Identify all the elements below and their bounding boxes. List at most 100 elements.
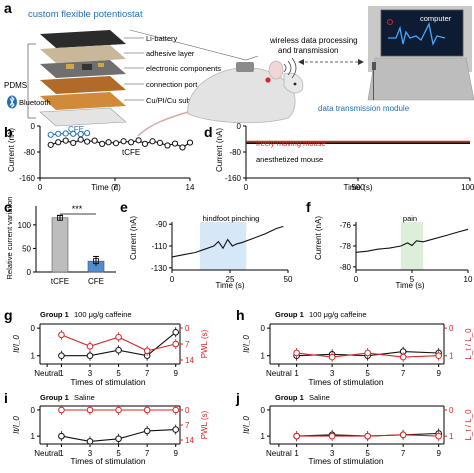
- h-point: [399, 353, 407, 361]
- b-point: [84, 130, 91, 137]
- i-treatment-label: Saline: [74, 393, 95, 402]
- panel-letter-a: a: [4, 0, 12, 16]
- g-x-tick-label: 7: [145, 369, 150, 378]
- b-y-tick-label: -80: [23, 148, 35, 157]
- g-point: [115, 346, 122, 354]
- j-y-tick-label: 0: [449, 406, 454, 415]
- b-point: [149, 138, 156, 145]
- i-point: [143, 427, 151, 435]
- g-y-tick-label: 0: [31, 324, 36, 333]
- g-point: [172, 340, 180, 348]
- b-y-tick-label: -160: [19, 174, 36, 183]
- h-point: [435, 352, 442, 360]
- i-x-tick-label: 5: [116, 449, 121, 458]
- i-point: [115, 435, 122, 443]
- j-y-tick-label: 1: [261, 432, 266, 441]
- panel-letter-b: b: [4, 124, 13, 140]
- d-ylabel: Current (nA): [215, 128, 224, 172]
- b-point: [77, 136, 84, 143]
- g-x-tick-label: 1: [59, 369, 64, 378]
- b-point: [99, 140, 106, 147]
- e-x-tick-label: 0: [170, 275, 175, 284]
- f-plot: -76 -78 -800 5 10: [339, 221, 473, 284]
- i-y-tick-label: 7: [185, 421, 190, 430]
- i-y-tick-label: 1: [31, 432, 36, 441]
- f-series-line: [355, 228, 469, 253]
- g-y-tick-label: 7: [185, 340, 190, 349]
- j-group-label: Group 1: [275, 393, 304, 402]
- g-point: [143, 347, 151, 355]
- j-x-tick-label: 5: [365, 449, 370, 458]
- h-group-label: Group 1: [275, 310, 304, 319]
- b-point: [84, 138, 91, 145]
- i-y-label-right: PWL (s): [200, 410, 209, 439]
- d-y-tick-label: 0: [237, 122, 242, 131]
- g-x-tick-label: 5: [116, 369, 121, 378]
- j-point: [328, 432, 336, 440]
- h-y-tick-label: 1: [449, 352, 454, 361]
- implant-site: [265, 77, 271, 83]
- g-x-tick-label: 3: [88, 369, 93, 378]
- layer-pdms-bottom: [39, 107, 127, 127]
- e-y-tick-label: -90: [155, 220, 167, 229]
- d-y-tick-label: -160: [225, 174, 242, 183]
- g-y-tick-label: 14: [185, 356, 194, 365]
- i-group-label: Group 1: [40, 393, 69, 402]
- j-point: [435, 432, 442, 440]
- j-x-tick-label: 3: [330, 449, 335, 458]
- b-point: [105, 139, 112, 146]
- j-x-tick-label: 7: [401, 449, 406, 458]
- panel-letter-g: g: [4, 307, 13, 323]
- i-point: [172, 406, 180, 414]
- screen-trace: [388, 22, 446, 46]
- g-x-tick-label: Neutral: [34, 369, 60, 378]
- f-annotation: pain: [403, 214, 417, 223]
- label-electronic-components: electronic components: [146, 64, 221, 73]
- layer-adhesive: [40, 45, 126, 63]
- h-y-tick-label: 0: [449, 324, 454, 333]
- j-y-label-left: It/I_0: [242, 416, 251, 434]
- i-y-tick-label: 14: [185, 436, 194, 445]
- g-y-tick-label: 0: [185, 324, 190, 333]
- c-significance: ***: [72, 204, 83, 214]
- c-y-tick-label: 0: [27, 268, 32, 277]
- b-point: [47, 141, 54, 148]
- b-y-tick-label: 0: [31, 122, 36, 131]
- f-x-tick-label: 0: [354, 275, 359, 284]
- laptop-illustration: [367, 6, 474, 101]
- j-point: [364, 432, 371, 440]
- i-x-tick-label: 9: [173, 449, 178, 458]
- i-point: [143, 406, 151, 414]
- i-x-tick-label: 7: [145, 449, 150, 458]
- h-y-label-left: It/I_0: [242, 335, 251, 353]
- f-y-tick-label: -78: [339, 242, 351, 251]
- j-x-tick-label: Neutral: [266, 449, 292, 458]
- b-point: [55, 130, 62, 137]
- f-x-tick-label: 10: [464, 275, 473, 284]
- b-point: [156, 139, 164, 146]
- panel-c: c Relative current variation 0 50 100 tCFE C…: [4, 197, 116, 286]
- b-ylabel: Current (nA): [7, 128, 16, 172]
- panel-letter-j: j: [235, 390, 240, 406]
- j-point: [293, 432, 300, 440]
- b-point: [112, 140, 120, 147]
- h-x-tick-label: 7: [401, 369, 406, 378]
- d-xlabel: Time (s): [343, 183, 372, 192]
- g-point: [172, 328, 180, 336]
- layer-stack-illustration: [27, 30, 127, 127]
- bluetooth-label: Bluetooth: [19, 98, 51, 107]
- h-point: [293, 349, 300, 357]
- b-x-tick-label: 14: [186, 183, 195, 192]
- g-point: [58, 352, 65, 360]
- b-x-tick-label: 7: [113, 183, 118, 192]
- i-point: [58, 406, 65, 414]
- label-adhesive-layer: adhesive layer: [146, 49, 195, 58]
- f-x-tick-label: 5: [410, 275, 415, 284]
- layer-substrate: [40, 92, 126, 110]
